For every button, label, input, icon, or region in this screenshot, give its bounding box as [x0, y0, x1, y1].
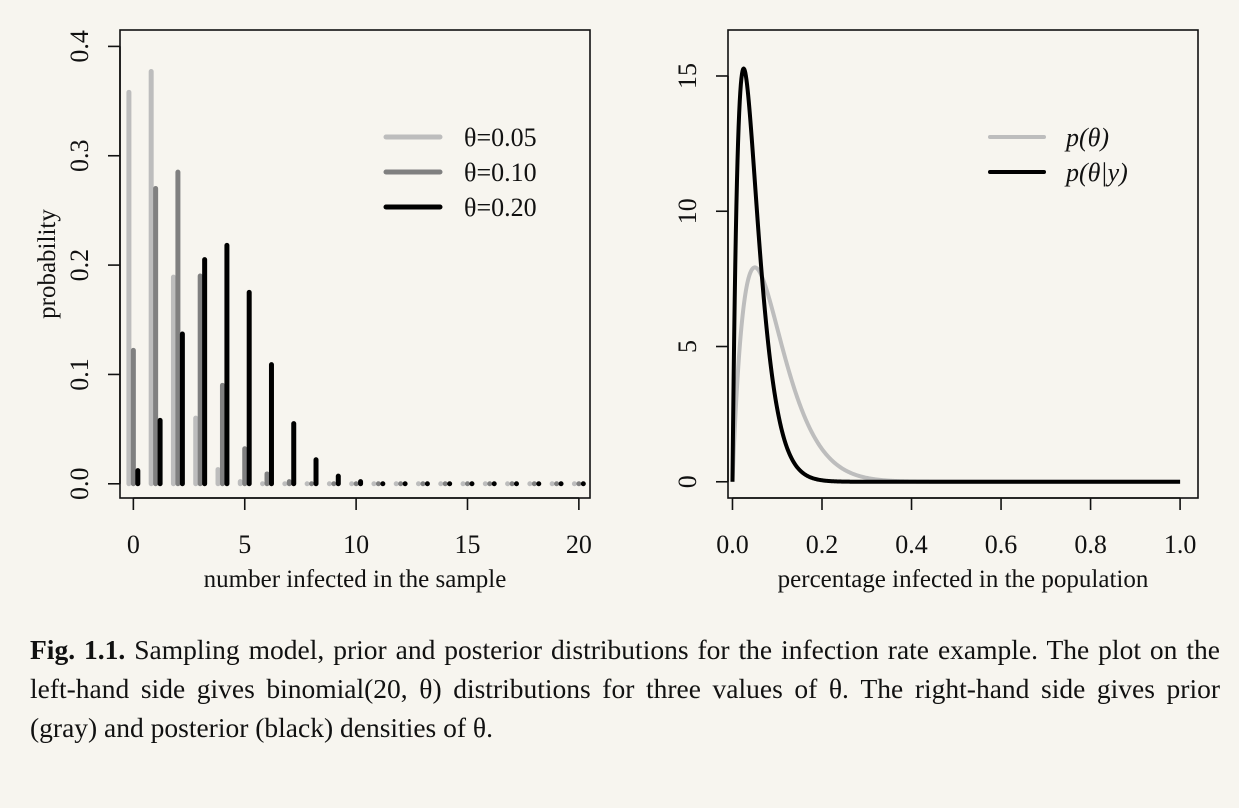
x-tick-label: 0.2: [806, 530, 839, 559]
x-tick-label: 15: [454, 530, 480, 559]
y-tick-label: 0.3: [65, 139, 94, 172]
x-tick-label: 5: [238, 530, 251, 559]
figure: 0 5 10 15 20 0.0 0.1 0.2 0.3 0.4 number infected…: [34, 29, 1199, 593]
left-x-axis-label: number infected in the sample: [204, 566, 507, 593]
left-bars: [126, 69, 586, 487]
legend-label: θ=0.05: [464, 123, 537, 152]
y-tick-label: 10: [673, 198, 702, 224]
right-y-axis: 0 5 10 15: [673, 63, 729, 488]
x-tick-label: 10: [343, 530, 369, 559]
x-tick-label: 0.8: [1074, 530, 1107, 559]
x-tick-label: 0.0: [716, 530, 749, 559]
y-tick-label: 0.0: [65, 468, 94, 501]
y-tick-label: 15: [673, 63, 702, 89]
left-y-axis-label: probability: [34, 209, 61, 319]
caption-label: Fig. 1.1.: [30, 634, 126, 665]
density-line: [730, 265, 1182, 484]
legend-label: θ=0.20: [464, 193, 537, 222]
x-tick-label: 0.4: [895, 530, 928, 559]
legend-label: θ=0.10: [464, 158, 537, 187]
caption-text: Sampling model, prior and posterior dist…: [30, 634, 1220, 743]
y-tick-label: 5: [673, 340, 702, 353]
x-tick-label: 1.0: [1164, 530, 1197, 559]
legend-label: p(θ): [1064, 123, 1109, 152]
right-plot-frame: [727, 29, 1199, 499]
x-tick-label: 0.6: [985, 530, 1018, 559]
y-tick-label: 0: [673, 475, 702, 488]
right-chart: 0.0 0.2 0.4 0.6 0.8 1.0 0 5 10 15 percentage inf…: [673, 29, 1199, 593]
x-tick-label: 0: [127, 530, 140, 559]
y-tick-label: 0.4: [65, 30, 94, 63]
right-x-axis: 0.0 0.2 0.4 0.6 0.8 1.0: [716, 497, 1197, 559]
left-chart: 0 5 10 15 20 0.0 0.1 0.2 0.3 0.4 number infected…: [34, 29, 592, 593]
left-legend: θ=0.05 θ=0.10 θ=0.20: [383, 123, 537, 222]
right-x-axis-label: percentage infected in the population: [778, 566, 1149, 593]
density-line: [730, 66, 1182, 484]
left-plot-frame: [119, 29, 591, 499]
figure-caption: Fig. 1.1. Sampling model, prior and post…: [30, 630, 1220, 747]
y-tick-label: 0.1: [65, 358, 94, 391]
right-legend: p(θ) p(θ|y): [988, 123, 1128, 187]
x-tick-label: 20: [566, 530, 592, 559]
left-x-axis: 0 5 10 15 20: [127, 497, 592, 559]
left-y-axis: 0.0 0.1 0.2 0.3 0.4: [65, 30, 121, 501]
right-lines: [730, 66, 1182, 484]
y-tick-label: 0.2: [65, 249, 94, 282]
legend-label: p(θ|y): [1064, 158, 1128, 187]
